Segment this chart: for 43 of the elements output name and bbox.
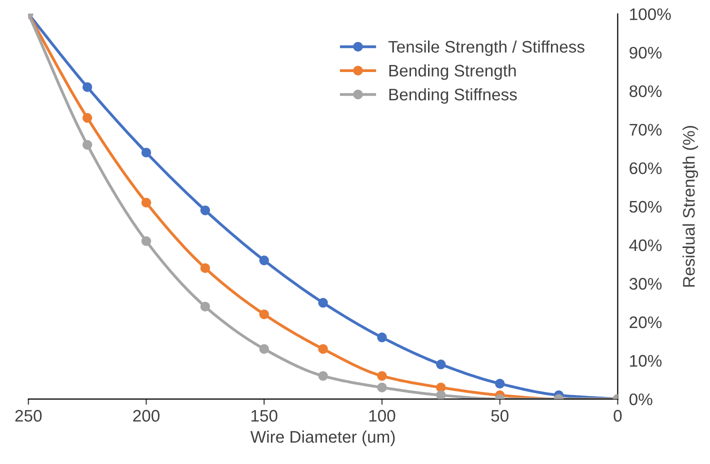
point — [318, 298, 328, 308]
y-tick-label: 50% — [629, 200, 662, 213]
x-tick-label: 100 — [369, 410, 396, 422]
point — [141, 148, 152, 158]
x-tick-label: 0 — [614, 410, 622, 422]
y-tick-label: 40% — [629, 239, 662, 252]
point — [82, 82, 92, 92]
y-tick-label: 60% — [630, 162, 662, 174]
y-tick-label: 10% — [630, 354, 662, 367]
point — [318, 344, 328, 354]
y-tick-label: 70% — [630, 124, 662, 136]
point — [318, 371, 328, 381]
point — [200, 263, 210, 273]
point — [494, 378, 505, 388]
point — [259, 256, 269, 266]
legend-label: Tensile Strength / Stiffness — [388, 40, 584, 56]
y-tick-label: 30% — [629, 278, 662, 290]
point — [141, 198, 152, 208]
y-tick-label: 90% — [630, 46, 662, 59]
legend-label: Bending Strength — [389, 64, 516, 80]
y-tick-label: 80% — [630, 85, 662, 98]
x-axis-title: Wire Diameter (um) — [250, 430, 395, 446]
point — [436, 360, 446, 370]
y-tick-label: 100% — [630, 8, 671, 20]
point — [377, 371, 387, 381]
point — [200, 302, 210, 312]
point — [377, 332, 387, 342]
legend-label: Bending Stiffness — [389, 88, 517, 104]
point — [259, 309, 269, 320]
x-tick-label: 200 — [133, 410, 160, 422]
y-tick-label: 0% — [629, 393, 652, 406]
x-tick-label: 250 — [15, 410, 42, 422]
point — [377, 382, 387, 392]
point — [200, 205, 210, 216]
point — [82, 140, 92, 150]
point — [82, 113, 92, 123]
y-tick-label: 20% — [630, 316, 662, 328]
y-axis-title: Residual Strength (%) — [682, 126, 698, 287]
point — [259, 344, 269, 354]
x-tick-label: 150 — [251, 410, 278, 422]
point — [141, 236, 152, 246]
point — [436, 390, 446, 400]
x-tick-label: 50 — [491, 410, 508, 422]
